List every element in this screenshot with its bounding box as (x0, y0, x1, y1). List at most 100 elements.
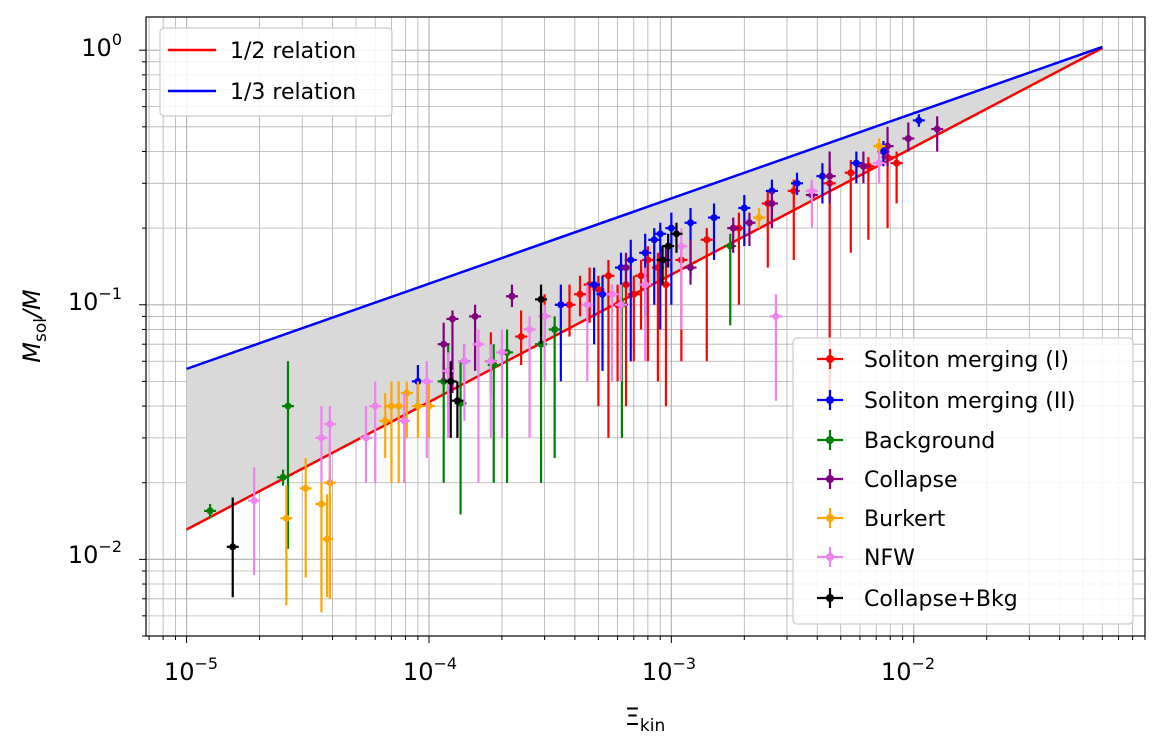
data-point (745, 219, 753, 227)
data-point (808, 187, 816, 195)
data-point (793, 179, 801, 187)
data-point (487, 357, 495, 365)
legend-marker-background (817, 430, 843, 450)
legend-dot (826, 553, 834, 561)
data-point (656, 230, 664, 238)
relation-line-third (186, 45, 1103, 371)
legend-dot (826, 514, 834, 522)
legend-label-nfw: NFW (864, 546, 915, 571)
data-point (362, 434, 370, 442)
legend-label-third-relation: 1/3 relation (230, 80, 356, 105)
data-point (662, 281, 670, 289)
data-point (790, 187, 798, 195)
data-point (667, 224, 675, 232)
data-point (317, 434, 325, 442)
x-tick-label: 10−3 (642, 654, 696, 686)
data-point (551, 325, 559, 333)
plot-frame (145, 16, 1146, 637)
data-point (517, 333, 525, 341)
legend-item: Burkert (817, 507, 946, 532)
data-point (576, 290, 584, 298)
legend-item: Background (817, 429, 995, 454)
x-tick-label: 10−4 (403, 654, 457, 686)
legend-label-collapse-bkg: Collapse+Bkg (864, 587, 1018, 612)
y-tick-label: 10−2 (68, 537, 122, 569)
legend-item: Soliton merging (II) (817, 389, 1075, 414)
data-point (282, 514, 290, 522)
data-point (852, 159, 860, 167)
data-point (453, 397, 461, 405)
data-point (664, 242, 672, 250)
y-tick-label: 100 (81, 30, 122, 62)
data-point (423, 377, 431, 385)
relation-legend-box (159, 27, 393, 117)
relation-legend: 1/2 relation 1/3 relation (159, 27, 393, 117)
data-point (537, 295, 545, 303)
legend-marker-soliton-merging-i (817, 349, 843, 369)
legend-dot (826, 355, 834, 363)
data-point (599, 290, 607, 298)
series-legend: Soliton merging (I) Soliton merging (II)… (792, 337, 1134, 625)
legend-label-half-relation: 1/2 relation (230, 39, 356, 64)
data-point (590, 281, 598, 289)
data-point (933, 125, 941, 133)
y-axis-label: Msol/M (18, 289, 51, 363)
legend-label-soliton-merging-i: Soliton merging (I) (864, 348, 1069, 373)
legend-label-burkert: Burkert (864, 507, 946, 532)
series-nfw (248, 151, 886, 575)
data-point (617, 301, 625, 309)
legend-label-collapse: Collapse (864, 468, 958, 493)
data-point (875, 159, 883, 167)
series-collapse (437, 116, 944, 394)
series-legend-items: Soliton merging (I) Soliton merging (II)… (817, 348, 1075, 612)
data-point (904, 134, 912, 142)
data-point (302, 484, 310, 492)
legend-marker-soliton-merging-ii (817, 390, 843, 410)
legend-dot (826, 475, 834, 483)
data-point (508, 292, 516, 300)
data-point (703, 236, 711, 244)
data-point (772, 312, 780, 320)
data-point (604, 272, 612, 280)
data-point (471, 312, 479, 320)
legend-item: Collapse (817, 468, 958, 493)
data-point (893, 159, 901, 167)
data-point (400, 417, 408, 425)
legend-marker-burkert (817, 508, 843, 528)
data-point (284, 402, 292, 410)
data-point (498, 348, 506, 356)
data-point (206, 507, 214, 515)
legend-dot (826, 436, 834, 444)
data-point (317, 500, 325, 508)
data-point (326, 420, 334, 428)
data-point (608, 290, 616, 298)
data-series (204, 114, 944, 613)
data-point (726, 242, 734, 250)
data-point (677, 242, 685, 250)
series-collapse-bkg (226, 222, 683, 598)
data-point (637, 272, 645, 280)
data-point (381, 417, 389, 425)
data-point (627, 256, 635, 264)
data-point (279, 473, 287, 481)
data-point (594, 285, 602, 293)
data-point (672, 230, 680, 238)
data-point (250, 497, 258, 505)
legend-dot (826, 594, 834, 602)
legend-marker-collapse-bkg (817, 588, 843, 608)
data-point (583, 301, 591, 309)
data-point (622, 264, 630, 272)
data-point (687, 264, 695, 272)
data-point (650, 236, 658, 244)
data-point (687, 219, 695, 227)
data-point (557, 301, 565, 309)
data-point (884, 142, 892, 150)
x-axis-label: Ξkin (625, 703, 666, 736)
data-point (371, 402, 379, 410)
legend-marker-collapse (817, 469, 843, 489)
data-point (526, 325, 534, 333)
data-point (818, 172, 826, 180)
ticks (139, 49, 1146, 643)
